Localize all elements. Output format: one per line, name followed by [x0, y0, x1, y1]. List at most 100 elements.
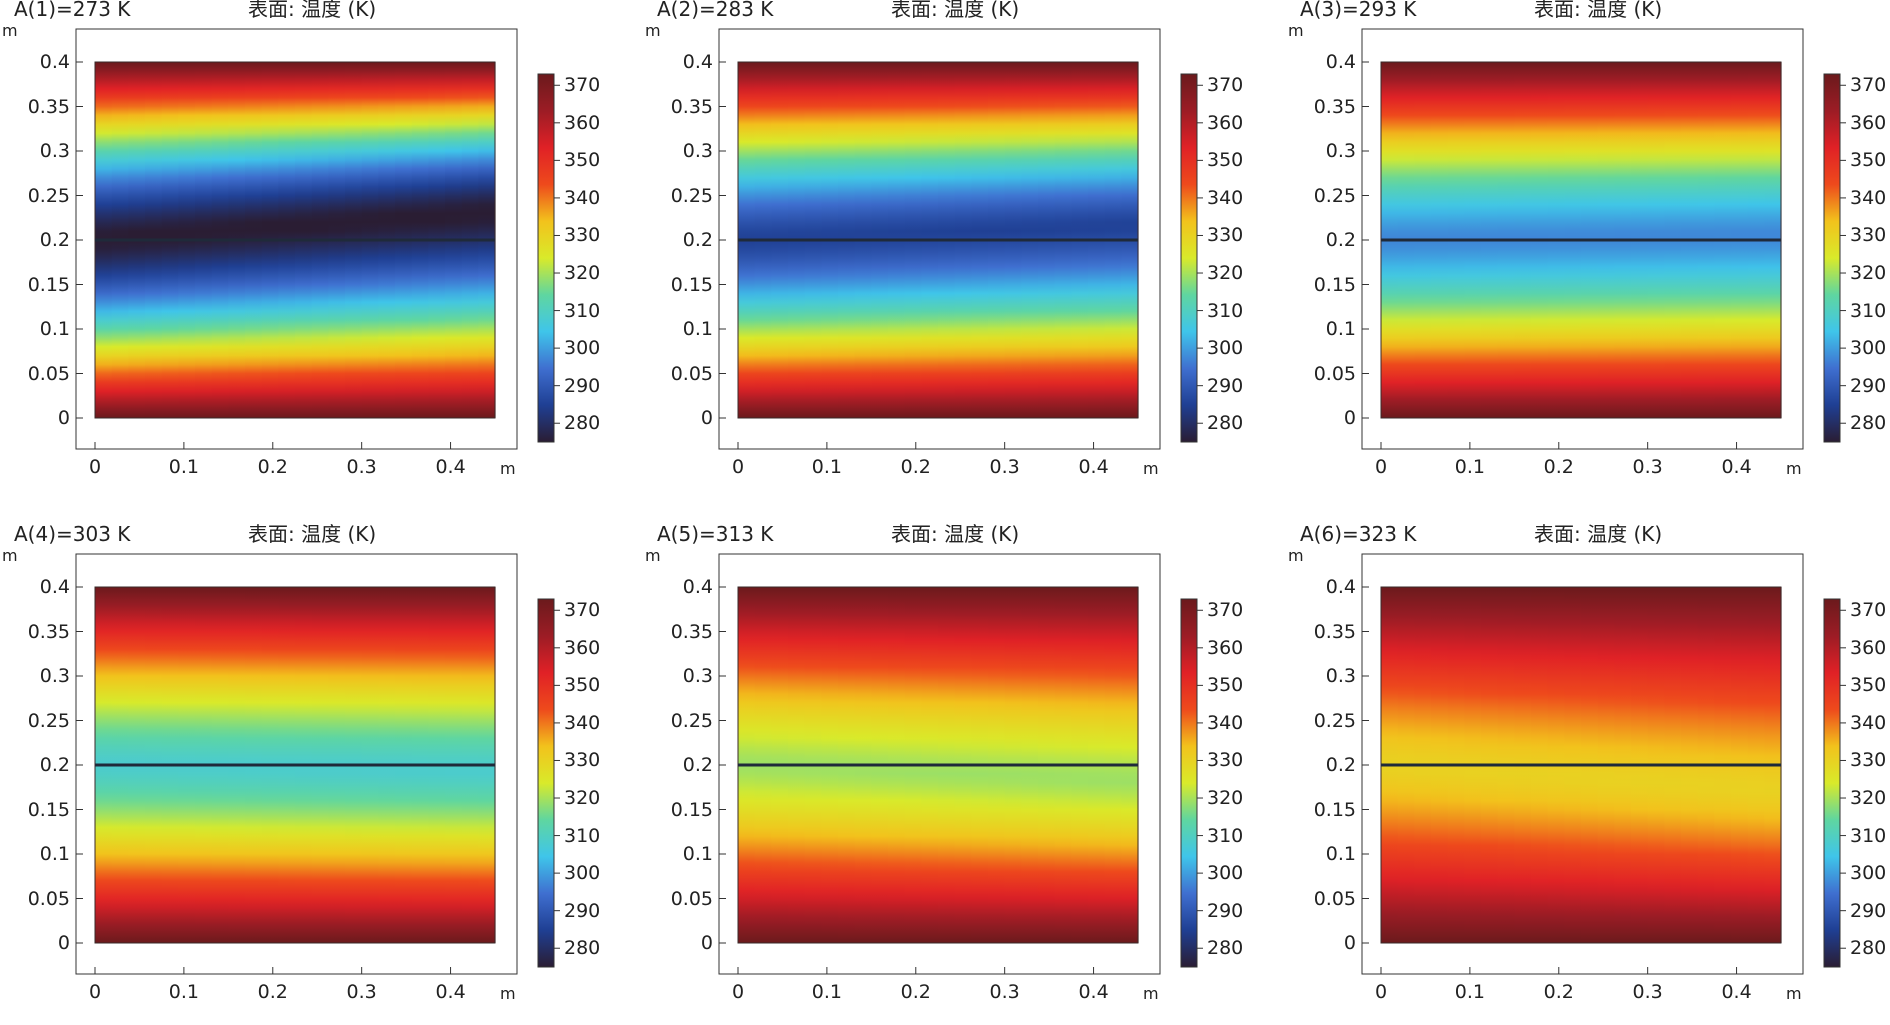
y-tick-label: 0.4 [39, 576, 70, 598]
colorbar-tick-label: 290 [1207, 899, 1244, 922]
y-tick-label: 0.2 [39, 754, 70, 776]
colorbar-tick-label: 300 [1850, 337, 1887, 360]
colorbar-tick-label: 280 [1207, 412, 1244, 435]
y-axis-unit: m [2, 21, 18, 40]
panel-title: 表面: 温度 (K) [891, 0, 1020, 21]
x-tick-label: 0.3 [346, 981, 377, 1003]
y-tick-label: 0.2 [1325, 229, 1356, 251]
colorbar-tick-label: 320 [1207, 262, 1244, 285]
colorbar-tick-label: 330 [564, 749, 601, 772]
colorbar-tick-label: 290 [1850, 374, 1887, 397]
y-tick-label: 0.15 [670, 273, 713, 296]
colorbar-tick-label: 370 [564, 74, 601, 97]
figure: 0 0.05 0.1 0.15 0.2 0.25 0.3 0.35 0.4 0 0.1 0.2 0.3 0… [0, 0, 1887, 1003]
x-tick-label: 0.2 [900, 981, 931, 1003]
colorbar-tick-label: 360 [1850, 636, 1887, 659]
x-tick-label: 0.4 [1078, 981, 1109, 1003]
panel-parameter-label: A(2)=283 K [657, 0, 774, 21]
y-axis-unit: m [2, 546, 18, 565]
x-tick-label: 0 [731, 981, 745, 1003]
colorbar [537, 598, 555, 968]
colorbar-tick-label: 290 [1850, 899, 1887, 922]
y-tick-label: 0.35 [670, 95, 713, 118]
x-tick-label: 0.2 [1543, 981, 1574, 1003]
y-tick-label: 0.2 [39, 229, 70, 251]
colorbar-tick-label: 310 [564, 824, 601, 847]
y-tick-label: 0.4 [682, 51, 713, 73]
colorbar-tick-label: 330 [1207, 224, 1244, 247]
colorbar-tick-label: 320 [1850, 787, 1887, 810]
panel-svg-1 [75, 28, 560, 450]
colorbar-tick-label: 340 [1850, 711, 1887, 734]
x-axis-unit: m [1786, 459, 1802, 478]
colorbar-tick-label: 350 [564, 149, 601, 172]
plot-panel-1: 0 0.05 0.1 0.15 0.2 0.25 0.3 0.35 0.4 0 0.1 0.2 0.3 0… [0, 0, 640, 500]
y-axis-unit: m [1288, 21, 1304, 40]
x-tick-label: 0.2 [257, 981, 288, 1003]
x-tick-label: 0 [88, 456, 102, 478]
y-tick-label: 0 [57, 932, 70, 954]
colorbar-tick-label: 310 [564, 299, 601, 322]
panel-title: 表面: 温度 (K) [1534, 522, 1663, 546]
y-tick-label: 0.05 [1313, 887, 1356, 910]
y-tick-label: 0.15 [670, 798, 713, 821]
colorbar-tick-label: 370 [1207, 74, 1244, 97]
y-tick-label: 0 [700, 932, 713, 954]
y-tick-label: 0 [1343, 932, 1356, 954]
colorbar-tick-label: 280 [1207, 937, 1244, 960]
axes-frame [1361, 28, 1804, 450]
x-tick-label: 0.1 [168, 981, 199, 1003]
y-tick-label: 0.4 [1325, 576, 1356, 598]
panel-svg-3 [1361, 28, 1846, 450]
panel-parameter-label: A(1)=273 K [14, 0, 131, 21]
y-tick-label: 0.25 [27, 184, 70, 207]
panel-svg-4 [75, 553, 560, 975]
x-tick-label: 0.1 [811, 456, 842, 478]
panel-parameter-label: A(3)=293 K [1300, 0, 1417, 21]
colorbar-tick-label: 310 [1850, 299, 1887, 322]
x-tick-label: 0.1 [1454, 456, 1485, 478]
colorbar-tick-label: 300 [564, 862, 601, 885]
y-tick-label: 0.05 [1313, 362, 1356, 385]
y-tick-label: 0.05 [27, 887, 70, 910]
y-tick-label: 0.3 [39, 665, 70, 687]
colorbar-tick-label: 330 [1850, 224, 1887, 247]
y-tick-label: 0.15 [1313, 273, 1356, 296]
colorbar-tick-label: 320 [564, 787, 601, 810]
y-tick-label: 0 [1343, 407, 1356, 429]
colorbar-tick-label: 310 [1207, 299, 1244, 322]
colorbar [1180, 598, 1198, 968]
y-tick-label: 0.4 [39, 51, 70, 73]
colorbar-tick-label: 360 [1850, 111, 1887, 134]
y-tick-label: 0.3 [39, 140, 70, 162]
x-axis-unit: m [1786, 984, 1802, 1003]
y-tick-label: 0.05 [670, 362, 713, 385]
y-tick-label: 0.4 [682, 576, 713, 598]
colorbar-tick-label: 330 [1207, 749, 1244, 772]
colorbar-tick-label: 340 [1850, 186, 1887, 209]
panel-parameter-label: A(6)=323 K [1300, 522, 1417, 546]
colorbar-tick-label: 350 [564, 674, 601, 697]
y-tick-label: 0.1 [1325, 318, 1356, 340]
y-axis-unit: m [645, 21, 661, 40]
y-tick-label: 0.35 [1313, 620, 1356, 643]
colorbar-tick-label: 370 [564, 599, 601, 622]
panel-title: 表面: 温度 (K) [891, 522, 1020, 546]
colorbar-tick-label: 340 [564, 186, 601, 209]
x-tick-label: 0.4 [435, 981, 466, 1003]
colorbar-tick-label: 330 [564, 224, 601, 247]
x-tick-label: 0.4 [435, 456, 466, 478]
y-tick-label: 0.2 [1325, 754, 1356, 776]
plot-panel-6: 0 0.05 0.1 0.15 0.2 0.25 0.3 0.35 0.4 0 0.1 0.2 0.3 0… [1286, 522, 1890, 1025]
colorbar-tick-label: 300 [564, 337, 601, 360]
x-tick-label: 0.2 [1543, 456, 1574, 478]
y-tick-label: 0.3 [1325, 665, 1356, 687]
x-tick-label: 0.4 [1721, 981, 1752, 1003]
y-tick-label: 0.1 [39, 843, 70, 865]
x-axis-unit: m [1143, 984, 1159, 1003]
colorbar-tick-label: 370 [1207, 599, 1244, 622]
y-tick-label: 0.25 [670, 184, 713, 207]
y-tick-label: 0.25 [670, 709, 713, 732]
y-tick-label: 0.3 [1325, 140, 1356, 162]
y-tick-label: 0.1 [682, 843, 713, 865]
